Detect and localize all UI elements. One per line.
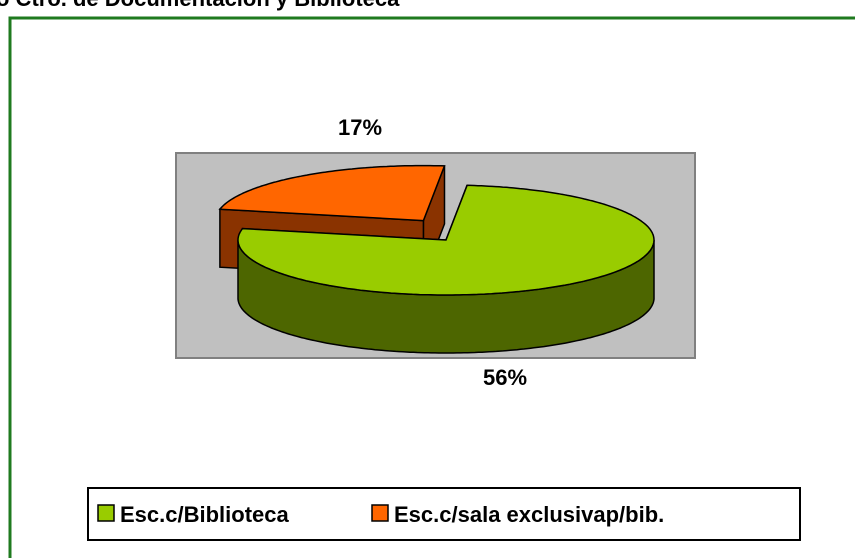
legend-label: Esc.c/Biblioteca <box>120 502 290 527</box>
slice <box>218 164 446 222</box>
pie <box>218 164 655 354</box>
legend <box>87 487 801 541</box>
chart-title: o Ctro. de Documentación y Biblioteca <box>0 0 400 11</box>
legend-swatch <box>97 504 115 522</box>
legend-label: Esc.c/sala exclusivap/bib. <box>394 502 664 527</box>
frame <box>8 16 855 558</box>
slice <box>237 184 655 296</box>
data-label: 17% <box>338 115 382 140</box>
data-label: 56% <box>483 365 527 390</box>
legend-items: Esc.c/Biblioteca Esc.c/sala exclusivap/bi… <box>97 502 664 527</box>
legend-swatch <box>371 504 389 522</box>
